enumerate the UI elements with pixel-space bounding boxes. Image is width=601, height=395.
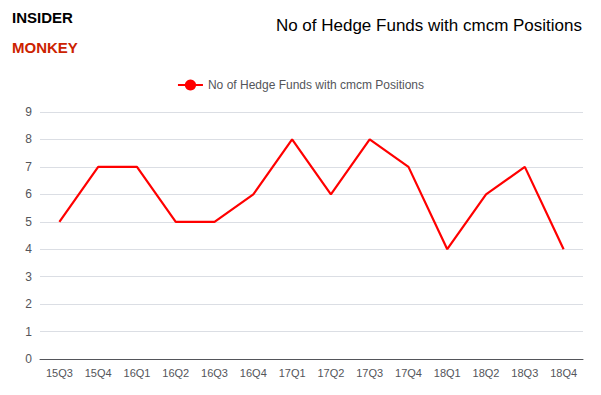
svg-text:1: 1 xyxy=(25,325,32,339)
svg-text:17Q4: 17Q4 xyxy=(395,367,422,379)
svg-text:16Q3: 16Q3 xyxy=(201,367,228,379)
svg-text:17Q2: 17Q2 xyxy=(317,367,344,379)
svg-text:9: 9 xyxy=(25,105,32,119)
svg-text:7: 7 xyxy=(25,160,32,174)
svg-text:18Q4: 18Q4 xyxy=(550,367,577,379)
svg-text:17Q1: 17Q1 xyxy=(279,367,306,379)
svg-text:5: 5 xyxy=(25,215,32,229)
svg-text:6: 6 xyxy=(25,187,32,201)
svg-text:18Q3: 18Q3 xyxy=(511,367,538,379)
svg-text:No of Hedge Funds with cmcm Po: No of Hedge Funds with cmcm Positions xyxy=(208,78,424,92)
svg-text:MONKEY: MONKEY xyxy=(12,39,78,56)
svg-text:3: 3 xyxy=(25,270,32,284)
svg-text:INSIDER: INSIDER xyxy=(12,9,73,26)
svg-text:No of Hedge Funds with cmcm Po: No of Hedge Funds with cmcm Positions xyxy=(276,16,582,35)
svg-text:16Q2: 16Q2 xyxy=(162,367,189,379)
svg-text:15Q3: 15Q3 xyxy=(46,367,73,379)
svg-text:4: 4 xyxy=(25,242,32,256)
svg-text:2: 2 xyxy=(25,297,32,311)
svg-text:18Q1: 18Q1 xyxy=(434,367,461,379)
svg-text:0: 0 xyxy=(25,352,32,366)
svg-text:15Q4: 15Q4 xyxy=(85,367,112,379)
svg-text:17Q3: 17Q3 xyxy=(356,367,383,379)
svg-text:16Q4: 16Q4 xyxy=(240,367,267,379)
svg-text:8: 8 xyxy=(25,132,32,146)
svg-text:16Q1: 16Q1 xyxy=(124,367,151,379)
svg-text:18Q2: 18Q2 xyxy=(473,367,500,379)
